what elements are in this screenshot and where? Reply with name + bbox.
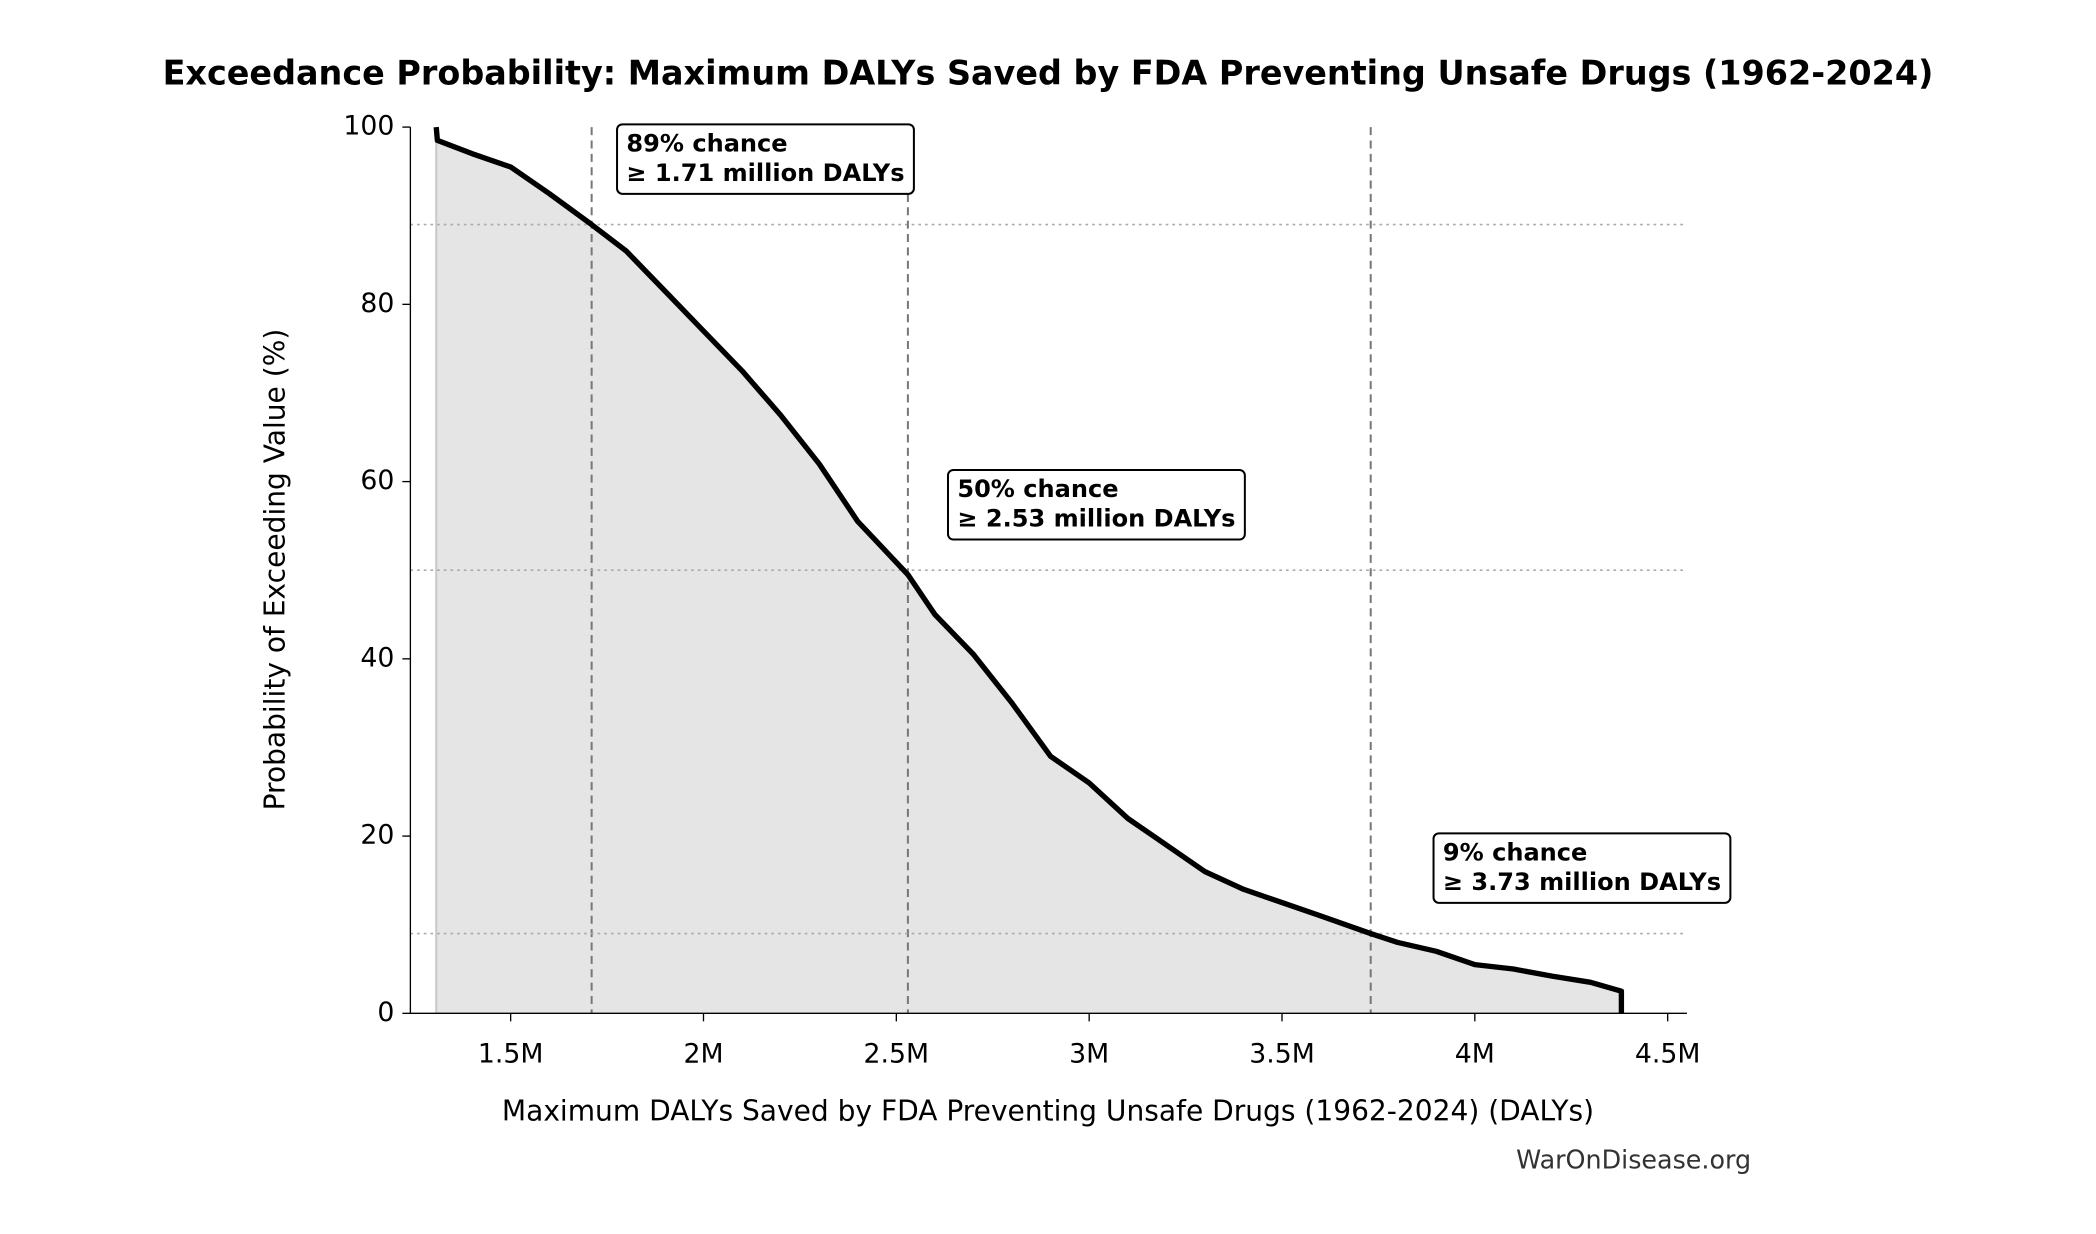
annotation-box	[1432, 832, 1732, 904]
x-tick-label: 3.5M	[1249, 1038, 1315, 1069]
source: WarOnDisease.org	[1516, 1145, 1751, 1175]
annotation-text: 9% chance	[1443, 838, 1587, 866]
x-tick-label: 2.5M	[864, 1038, 930, 1069]
annotation-text: 89% chance	[626, 129, 787, 157]
annotation: 9% chance≥ 3.73 million DALYs	[1432, 832, 1732, 904]
y-tick-label: 0	[377, 997, 394, 1028]
annotation-text: 50% chance	[957, 475, 1118, 503]
annotation: 89% chance≥ 1.71 million DALYs	[616, 123, 915, 195]
line	[433, 126, 1625, 1014]
x-tick-label: 4.5M	[1635, 1038, 1701, 1069]
y-tick-label: 20	[360, 820, 394, 851]
annotation-text: ≥ 3.73 million DALYs	[1443, 868, 1721, 896]
annotation-box	[946, 468, 1246, 541]
annotation-text: ≥ 1.71 million DALYs	[626, 159, 904, 187]
annotation: 50% chance≥ 2.53 million DALYs	[946, 468, 1246, 541]
x-tick-label: 4M	[1455, 1038, 1495, 1069]
y-axis-label: Probability of Exceeding Value (%)	[259, 329, 292, 811]
x-tick-label: 2M	[683, 1038, 723, 1069]
x-tick-label: 3M	[1069, 1038, 1109, 1069]
y-tick-label: 100	[343, 111, 394, 142]
y-tick-label: 40	[360, 642, 394, 673]
chart-title: Exceedance Probability: Maximum DALYs Sa…	[163, 53, 1934, 92]
x-tick-label: 1.5M	[478, 1038, 544, 1069]
annotation-box	[616, 123, 915, 195]
area-fill	[436, 127, 1622, 1014]
y-tick-label: 60	[360, 465, 394, 496]
x-axis-label: Maximum DALYs Saved by FDA Preventing Un…	[502, 1094, 1594, 1127]
y-tick-label: 80	[360, 288, 394, 319]
annotation-text: ≥ 2.53 million DALYs	[957, 504, 1235, 532]
